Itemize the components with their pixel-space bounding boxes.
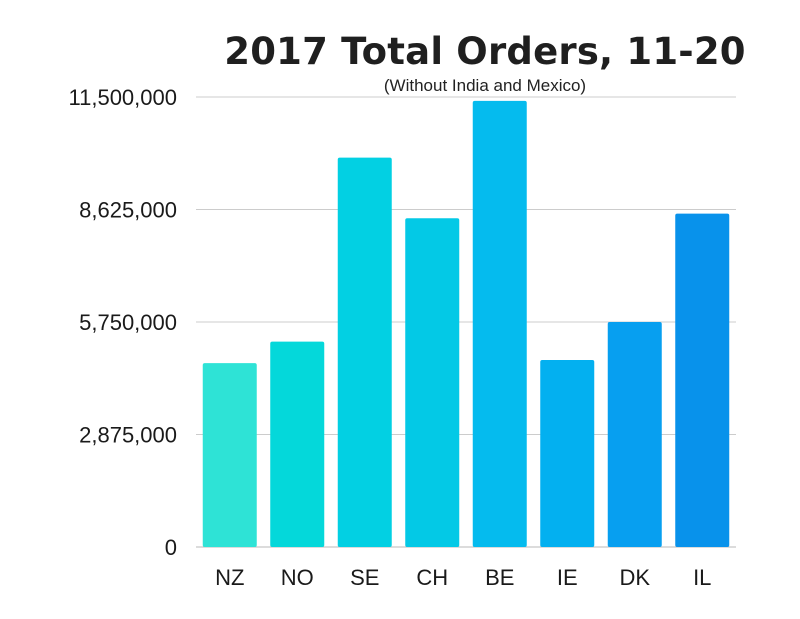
bar-se <box>337 157 392 548</box>
x-tick-label-il: IL <box>693 565 711 590</box>
bar-nz <box>202 363 257 547</box>
x-tick-labels: NZ NO SE CH BE IE DK IL <box>215 565 711 590</box>
y-tick-label: 5,750,000 <box>79 310 177 335</box>
bar-no <box>270 341 325 547</box>
y-tick-label: 0 <box>165 535 177 560</box>
chart-title: 2017 Total Orders, 11-20 <box>224 30 746 73</box>
bar-ch <box>405 218 460 547</box>
x-tick-label-nz: NZ <box>215 565 244 590</box>
y-tick-label: 2,875,000 <box>79 423 177 448</box>
x-tick-label-se: SE <box>350 565 379 590</box>
bar-il <box>675 213 730 547</box>
x-tick-label-no: NO <box>281 565 314 590</box>
bar-be <box>472 100 527 548</box>
y-tick-labels: 0 2,875,000 5,750,000 8,625,000 11,500,000 <box>69 85 177 560</box>
x-tick-label-ch: CH <box>416 565 448 590</box>
chart-subtitle: (Without India and Mexico) <box>383 76 587 95</box>
bars <box>202 100 730 548</box>
y-tick-label: 11,500,000 <box>69 85 177 110</box>
x-tick-label-be: BE <box>485 565 514 590</box>
bar-dk <box>607 322 662 547</box>
y-tick-label: 8,625,000 <box>79 198 177 223</box>
x-tick-label-ie: IE <box>557 565 578 590</box>
x-tick-label-dk: DK <box>619 565 650 590</box>
bar-ie <box>540 359 595 547</box>
